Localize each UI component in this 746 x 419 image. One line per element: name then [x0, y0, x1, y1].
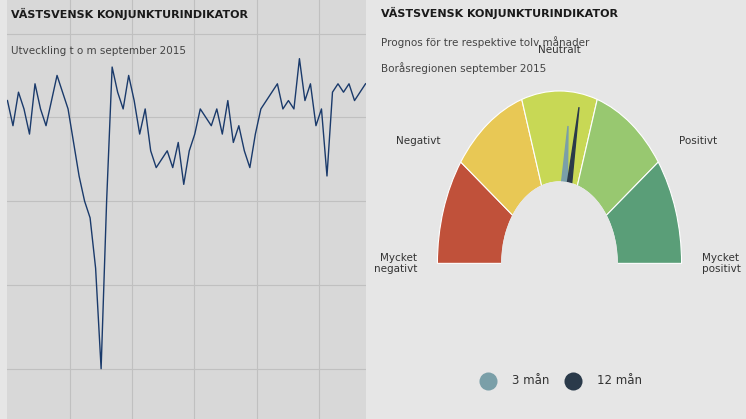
Text: VÄSTSVENSK KONJUNKTURINDIKATOR: VÄSTSVENSK KONJUNKTURINDIKATOR [381, 7, 618, 19]
Polygon shape [552, 126, 568, 264]
Wedge shape [437, 162, 513, 264]
Text: Mycket
positivt: Mycket positivt [702, 253, 741, 274]
Text: Negativt: Negativt [395, 136, 440, 146]
Text: Prognos för tre respektive tolv månader: Prognos för tre respektive tolv månader [381, 36, 590, 48]
Text: 12 mån: 12 mån [597, 374, 642, 387]
Wedge shape [577, 99, 658, 215]
Wedge shape [521, 91, 598, 186]
Text: Mycket
negativt: Mycket negativt [374, 253, 417, 274]
Text: Boråsregionen september 2015: Boråsregionen september 2015 [381, 62, 547, 74]
Circle shape [548, 247, 571, 279]
Wedge shape [461, 99, 542, 215]
Text: VÄSTSVENSK KONJUNKTURINDIKATOR: VÄSTSVENSK KONJUNKTURINDIKATOR [11, 8, 248, 21]
Circle shape [502, 182, 617, 345]
Circle shape [553, 253, 566, 273]
Text: Positivt: Positivt [679, 136, 717, 146]
Polygon shape [555, 107, 579, 264]
Text: Neutralt: Neutralt [538, 45, 581, 55]
Wedge shape [606, 162, 682, 264]
Text: Utveckling t o m september 2015: Utveckling t o m september 2015 [11, 46, 186, 56]
Text: 3 mån: 3 mån [512, 374, 549, 387]
